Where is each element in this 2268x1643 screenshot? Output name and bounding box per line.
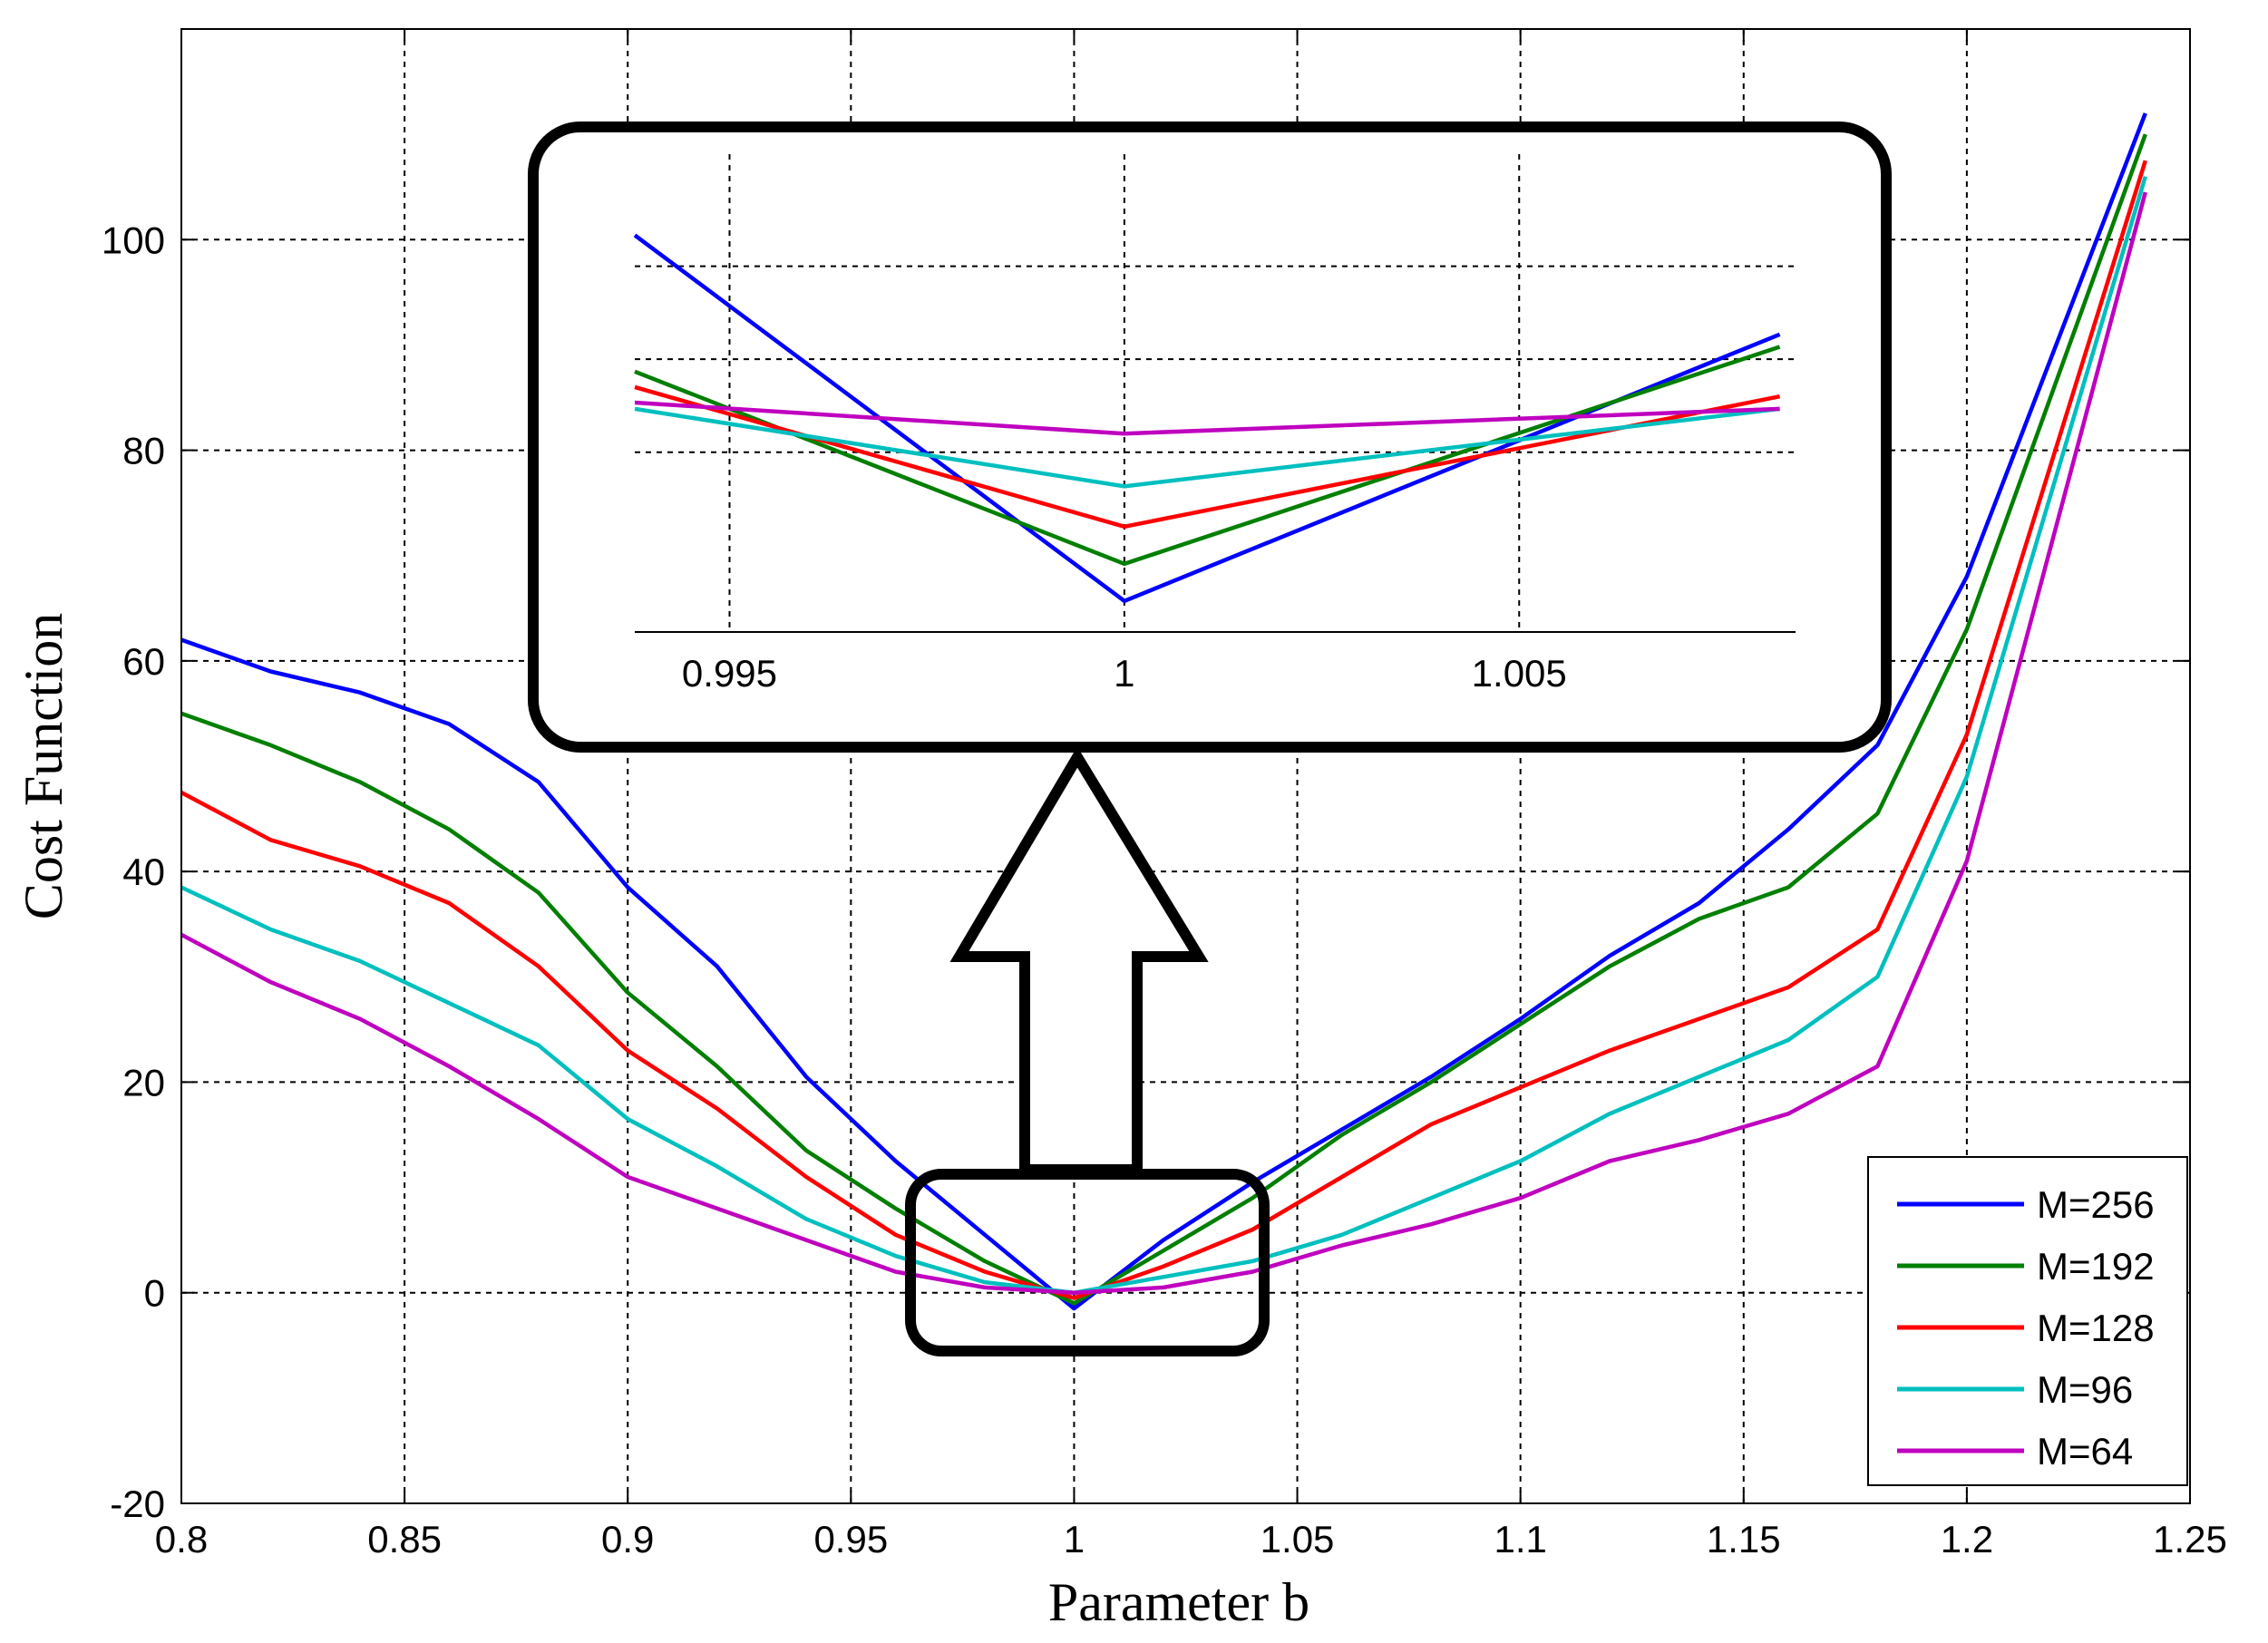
- y-tick-label: 60: [122, 640, 165, 683]
- series-line-m-256: [180, 112, 2147, 1311]
- legend-label-m-256: M=256: [2037, 1183, 2155, 1226]
- legend-label-m-128: M=128: [2037, 1307, 2155, 1349]
- inset-series-line-m-96: [634, 406, 1780, 489]
- x-tick-label: 0.85: [367, 1518, 442, 1560]
- series-line-m-64: [180, 191, 2147, 1295]
- x-tick-label: 1.05: [1261, 1518, 1335, 1560]
- series-line-m-128: [180, 160, 2147, 1300]
- y-tick-label: -20: [110, 1483, 165, 1525]
- x-tick-label: 1.2: [1941, 1518, 1993, 1560]
- inset-x-tick-label: 1: [1114, 652, 1134, 695]
- inset-series-line-m-256: [633, 233, 1781, 604]
- inset-series-line-m-64: [634, 400, 1780, 436]
- legend: M=256 M=192 M=128 M=96 M=64: [1867, 1156, 2188, 1486]
- legend-label-m-96: M=96: [2037, 1368, 2133, 1411]
- x-tick-label: 1: [1064, 1518, 1085, 1560]
- y-tick-label: 100: [102, 219, 165, 261]
- legend-box: [1867, 1156, 2188, 1486]
- inset-panel: [528, 122, 1892, 753]
- y-tick-label: 0: [144, 1272, 165, 1315]
- plot-frame: [180, 28, 2191, 1504]
- y-tick-label: 40: [122, 851, 165, 893]
- y-tick-label: 20: [122, 1061, 165, 1103]
- inset-grid: [635, 154, 1796, 633]
- legend-label-m-192: M=192: [2037, 1245, 2155, 1288]
- series-line-m-96: [180, 175, 2147, 1295]
- x-tick-label: 0.8: [155, 1518, 208, 1560]
- inset-lines: [633, 233, 1781, 604]
- series-lines: [180, 112, 2147, 1311]
- y-tick-label: 80: [122, 430, 165, 472]
- x-tick-label: 1.1: [1494, 1518, 1546, 1560]
- x-axis-label: Parameter b: [1048, 1572, 1309, 1632]
- x-tick-label: 0.9: [601, 1518, 654, 1560]
- y-axis-label: Cost Function: [14, 613, 73, 919]
- x-tick-label: 0.95: [813, 1518, 888, 1560]
- x-tick-label: 1.15: [1707, 1518, 1781, 1560]
- zoom-callout: 0.995 1 1.005: [528, 122, 1892, 1356]
- zoom-arrow: [949, 746, 1209, 1175]
- inset-x-tick-label: 0.995: [682, 652, 777, 695]
- x-tick-labels: 0.8 0.85 0.9 0.95 1 1.05 1.1 1.15 1.2 1.25: [155, 1518, 2227, 1560]
- inset-tick-labels: 0.995 1 1.005: [682, 652, 1567, 695]
- y-tick-labels: -20 0 20 40 60 80 100: [102, 219, 165, 1525]
- x-tick-label: 1.25: [2153, 1518, 2227, 1560]
- legend-label-m-64: M=64: [2037, 1430, 2133, 1473]
- inset-x-tick-label: 1.005: [1472, 652, 1567, 695]
- series-line-m-192: [180, 133, 2147, 1306]
